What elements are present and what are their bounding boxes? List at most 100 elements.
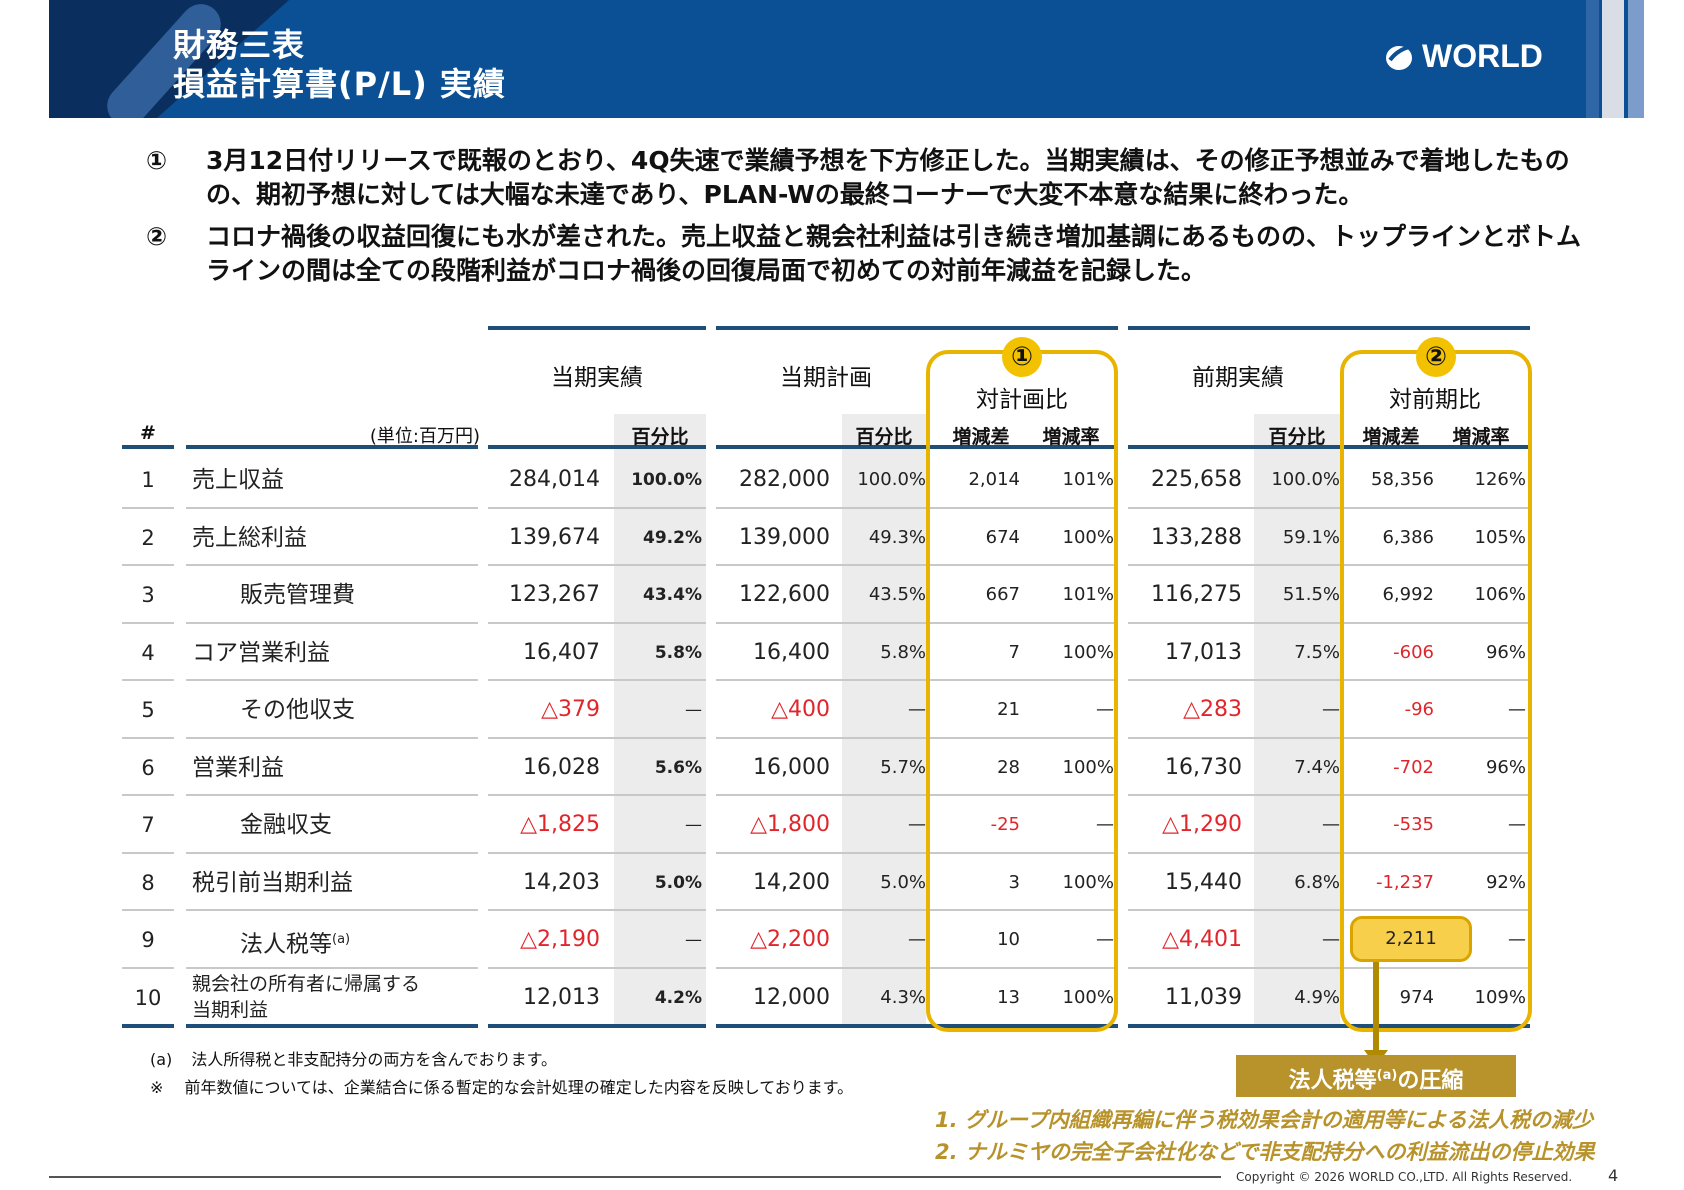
vs-prior-rate: 96% [1485,641,1526,663]
row-divider [488,679,706,681]
vs-prior-diff: 58,356 [1371,469,1434,490]
plan-value: △2,200 [750,927,830,952]
actual-pct: 100.0% [631,470,702,490]
actual-value: 123,267 [509,582,600,607]
vs-prior-diff: 974 [1399,986,1434,1008]
actual-value: 16,028 [523,754,600,780]
header-decor-bar [1602,0,1624,118]
callout-title: 法人税等(a)の圧縮 [1236,1055,1516,1097]
vs-prior-rate: — [1508,929,1526,950]
pct-header: 百分比 [631,426,689,448]
plan-value: 16,000 [753,754,830,780]
prior-pct: 59.1% [1282,526,1340,548]
row-label: 売上総利益 [192,510,307,566]
plan-pct: — [908,699,926,720]
row-divider [716,506,1118,509]
vs-plan-diff: 28 [997,756,1020,778]
bottom-bar [716,1024,1118,1028]
row-number: 4 [141,640,155,665]
page-title-line2: 損益計算書(P/L) 実績 [173,65,506,103]
actual-value: △379 [541,697,600,722]
row-divider [186,851,478,854]
row-divider [716,564,1118,566]
group-header-plan: 当期計画 [780,365,872,391]
vs-prior-diff: 6,992 [1382,584,1434,605]
pct-column-bg [614,414,706,1024]
footnote-a: (a) 法人所得税と非支配持分の両方を含んでおります。 [150,1046,557,1070]
prior-pct: 4.9% [1294,986,1340,1008]
vs-prior-diff: -535 [1393,814,1434,835]
vs-plan-diff: 7 [1008,641,1020,663]
plan-pct: 5.7% [880,756,926,778]
vs-prior-rate: 105% [1474,526,1526,548]
slide-header [49,0,1644,118]
vs-prior-rate: 106% [1474,584,1526,605]
plan-pct: 43.5% [868,584,926,605]
summary-number: ① [146,146,168,175]
row-divider [488,966,706,969]
actual-pct: 5.8% [654,642,702,663]
actual-pct: 5.6% [654,757,702,778]
plan-value: 139,000 [739,524,830,550]
row-label-text: コア営業利益 [192,639,330,666]
subheader-bar [488,445,706,449]
vs-plan-rate: 100% [1062,526,1114,548]
vs-plan-rate: — [1096,699,1114,720]
vs-plan-diff: 10 [997,929,1020,950]
rate-header: 増減率 [1042,426,1100,448]
vs-plan-frame [926,350,1118,1032]
prior-value: 16,730 [1165,754,1242,780]
plan-pct: 5.0% [880,871,926,893]
row-label-text: 営業利益 [192,754,284,781]
row-label: その他収支 [240,682,355,738]
row-number: 7 [141,813,155,837]
header-decor-bar [1586,0,1599,118]
plan-value: 16,400 [753,639,830,665]
summary-number: ② [146,222,168,251]
summary-item-2: ② コロナ禍後の収益回復にも水が差された。売上収益と親会社利益は引き続き増加基調… [146,220,1586,288]
vs-prior-rate: — [1508,814,1526,835]
footnote-note-text: 前年数値については、企業結合に係る暫定的な会計処理の確定した内容を反映しておりま… [184,1078,854,1097]
row-divider [1128,506,1530,509]
pct-column-bg [1254,414,1340,1024]
circle-number-2: ② [1416,337,1456,377]
row-divider [122,794,174,796]
vs-plan-rate: 100% [1062,871,1114,893]
row-number: 9 [141,928,155,952]
vs-prior-rate: 109% [1474,986,1526,1008]
plan-value: 12,000 [753,984,830,1010]
row-divider [1128,679,1530,681]
bottom-bar [1128,1024,1530,1028]
row-divider [1128,794,1530,796]
subheader-bar [1128,445,1530,449]
callout-title-sup: (a) [1376,1068,1398,1083]
plan-pct: 49.3% [868,526,926,548]
prior-value: 133,288 [1151,524,1242,550]
row-divider [122,621,174,624]
row-label-text: 販売管理費 [240,582,355,608]
row-divider [122,564,174,566]
row-divider [1128,851,1530,854]
row-label-line1: 親会社の所有者に帰属する [192,972,421,995]
group-bar [488,326,706,330]
hash-header: # [140,422,156,444]
row-label: 金融収支 [240,797,332,853]
row-divider [1128,736,1530,739]
actual-pct: — [685,815,702,835]
row-divider [186,506,478,509]
row-divider [122,966,174,969]
actual-value: 12,013 [523,984,600,1010]
bottom-bar [488,1024,706,1028]
vs-prior-diff: -606 [1393,641,1434,663]
subheader-bar [122,445,174,449]
row-label-sup: (a) [332,932,351,947]
footnote-a-mark: (a) [150,1050,173,1069]
row-divider [186,966,478,969]
plan-value: 282,000 [739,467,830,492]
row-divider [122,736,174,739]
vs-plan-rate: 101% [1062,469,1114,490]
row-label-line2: 当期利益 [192,998,269,1021]
row-divider [488,794,706,796]
prior-pct: 51.5% [1282,584,1340,605]
summary-item-1: ① 3月12日付リリースで既報のとおり、4Q失速で業績予想を下方修正した。当期実… [146,144,1586,212]
